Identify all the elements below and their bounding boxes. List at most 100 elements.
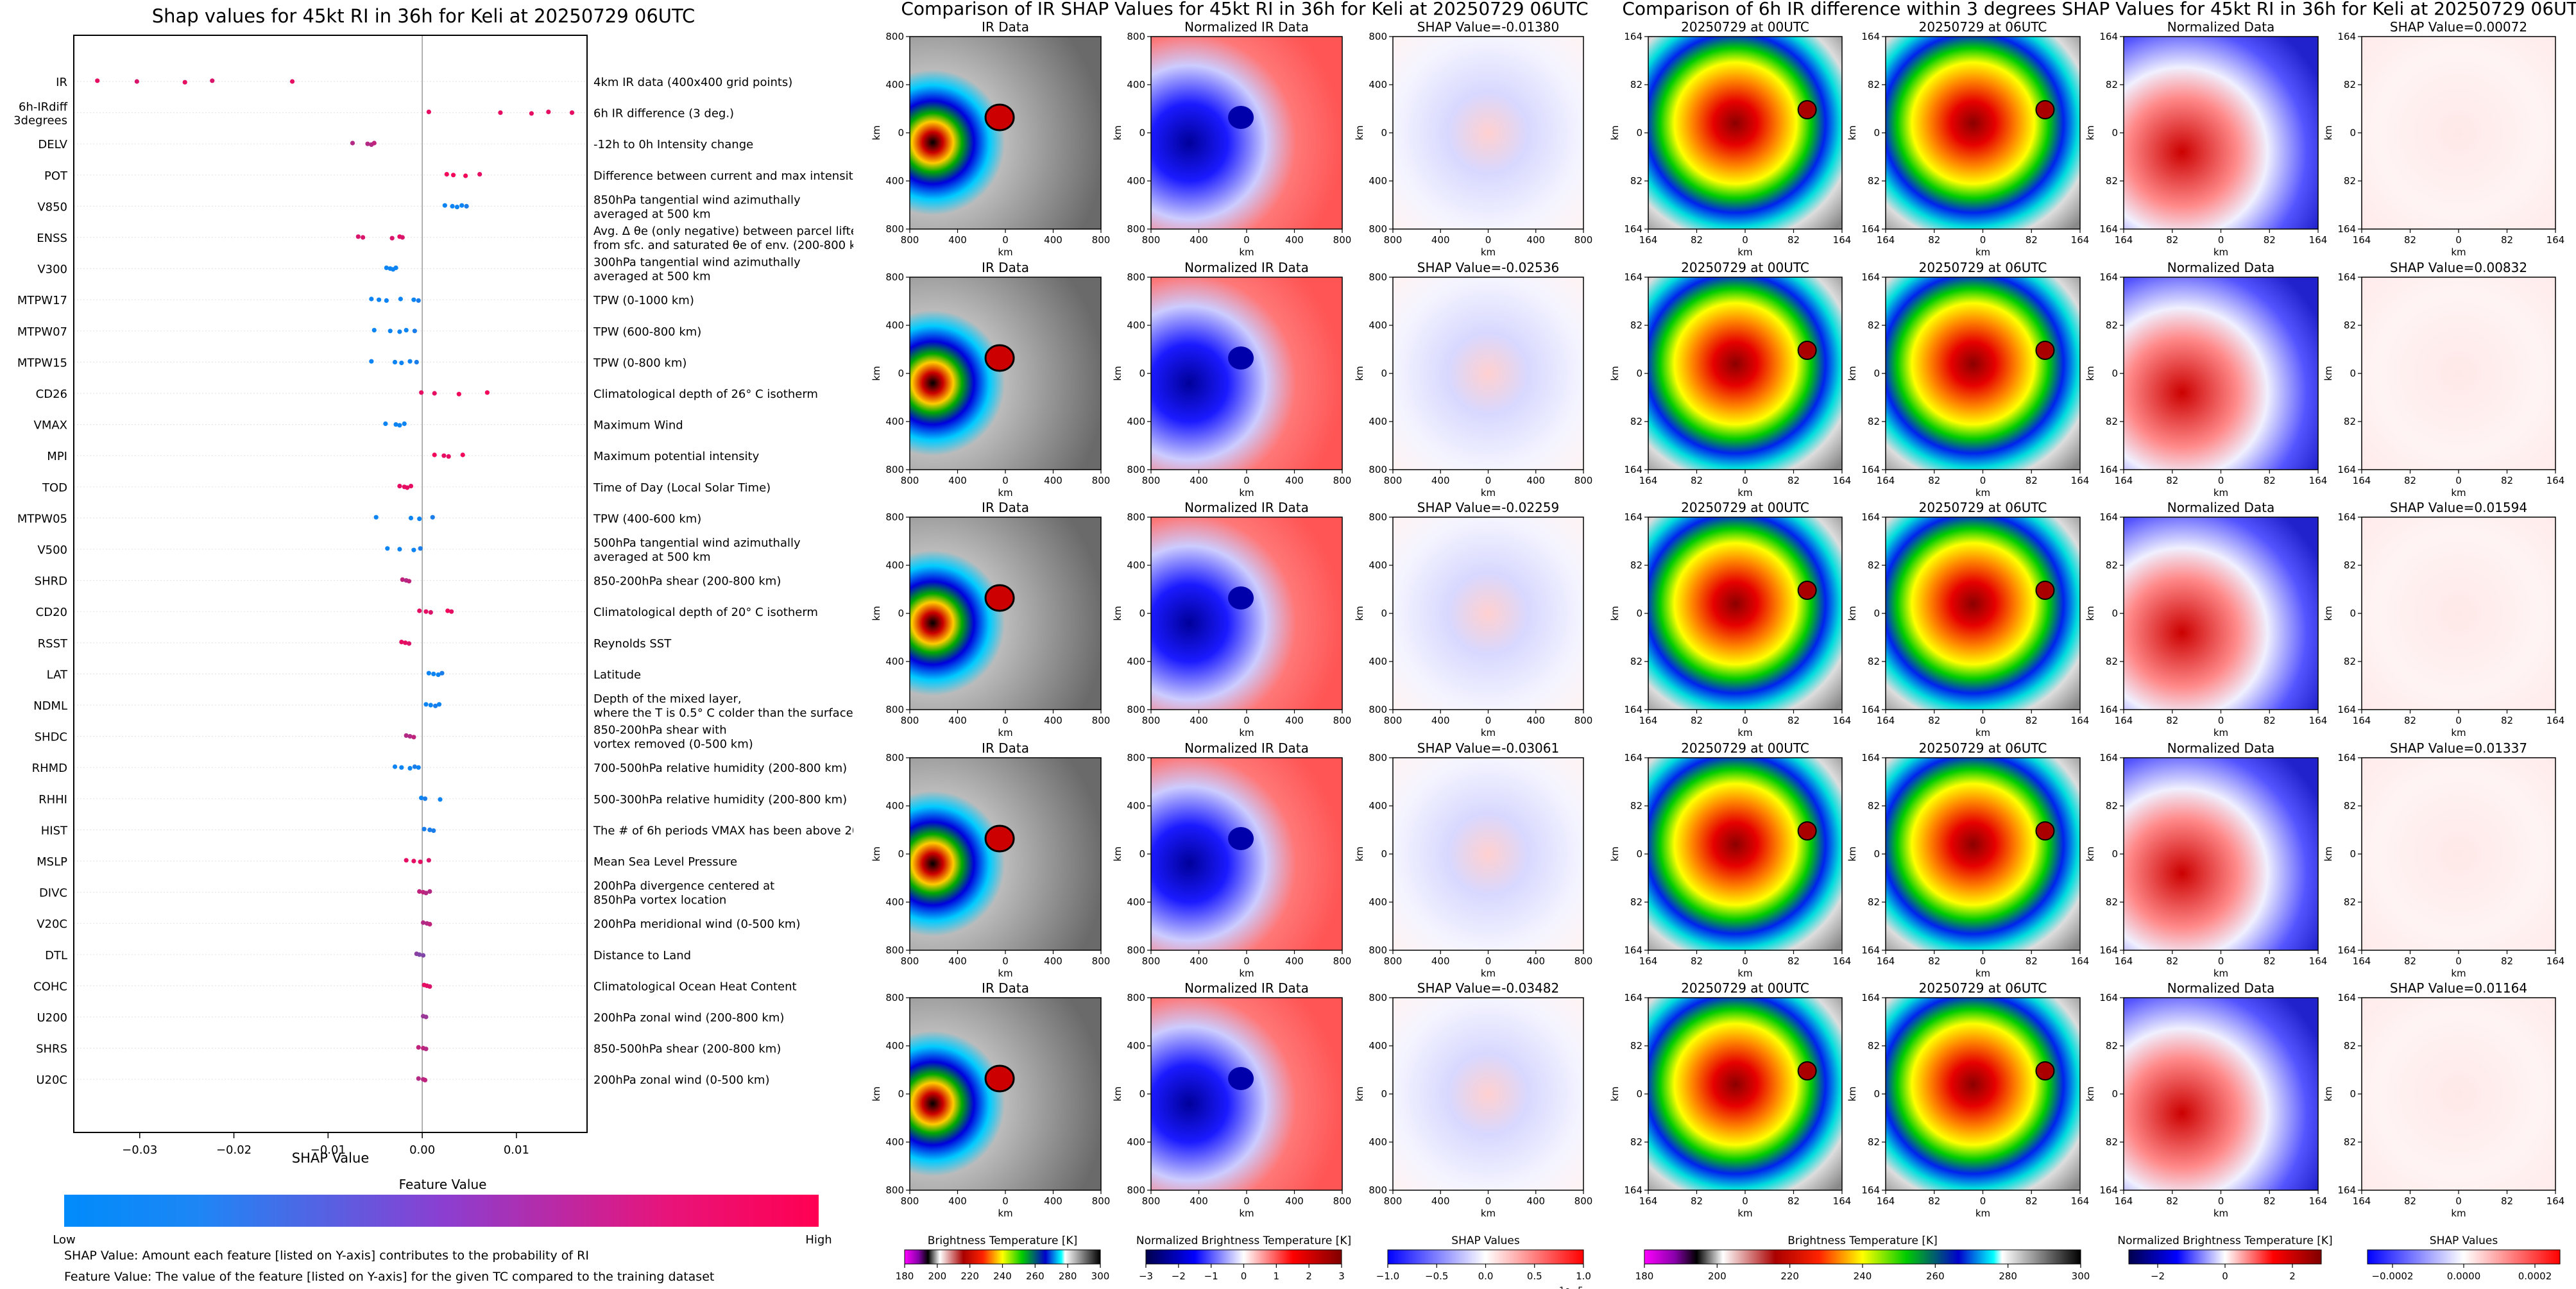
shap-point bbox=[393, 422, 398, 427]
panel-title: SHAP Value=-0.01380 bbox=[1417, 19, 1559, 35]
shap-point bbox=[384, 298, 389, 303]
shap-point bbox=[376, 297, 382, 302]
panel-y-tick-label: 400 bbox=[1127, 1136, 1145, 1148]
panel-y-tick-label: 0 bbox=[1636, 368, 1642, 379]
heatmap-panel: Normalized Data 164 82 0 82 164 km 164 82 0 82 164 k… bbox=[2085, 260, 2327, 499]
panel-y-tick-label: 0 bbox=[1139, 848, 1145, 860]
storm-core bbox=[1228, 346, 1254, 370]
panel-x-tick-label: 82 bbox=[2501, 234, 2513, 246]
heatmap-panel: IR Data 800 400 0 400 800 km 800 400 0 400 800 km bbox=[871, 500, 1110, 738]
shap-point bbox=[446, 454, 451, 459]
shap-point bbox=[404, 327, 409, 333]
panel-image bbox=[1151, 758, 1342, 950]
panel-x-tick-label: 0 bbox=[1485, 1195, 1492, 1207]
shap-point bbox=[417, 516, 422, 522]
panel-y-tick-label: 82 bbox=[1630, 559, 1642, 571]
panel-y-tick-label: 164 bbox=[1624, 271, 1642, 283]
panel-xlabel: km bbox=[1481, 1208, 1496, 1219]
panel-x-tick-label: 800 bbox=[901, 1195, 919, 1207]
feature-row: U20C 200hPa zonal wind (0-500 km) bbox=[36, 1073, 769, 1087]
heatmap-panel: 20250729 at 00UTC 164 82 0 82 164 km 164 82 0 82 16… bbox=[1609, 19, 1851, 258]
shap-point bbox=[408, 484, 414, 489]
shap-point bbox=[411, 858, 416, 864]
heatmap-panel: 20250729 at 06UTC 164 82 0 82 164 km 164 82 0 82 16… bbox=[1847, 500, 2089, 738]
shap-point bbox=[371, 141, 377, 146]
panel-y-tick-label: 0 bbox=[898, 608, 904, 619]
panel-image bbox=[1648, 37, 1842, 229]
panel-title: SHAP Value=-0.03482 bbox=[1417, 980, 1559, 996]
panel-image bbox=[1393, 37, 1583, 229]
panel-xlabel: km bbox=[1481, 727, 1496, 738]
panel-y-tick-label: 0 bbox=[2111, 848, 2118, 860]
shap-point bbox=[498, 110, 503, 115]
panel-x-tick-label: 400 bbox=[948, 475, 967, 486]
panel-x-tick-label: 800 bbox=[1142, 475, 1161, 486]
panel-x-tick-label: 82 bbox=[1691, 1195, 1703, 1207]
shap-point bbox=[406, 641, 412, 646]
feature-name: CD26 bbox=[36, 388, 67, 401]
colorbar-tick-label: 0.0002 bbox=[2518, 1270, 2552, 1282]
panel-x-tick-label: 400 bbox=[1526, 234, 1545, 246]
panel-y-tick-label: 82 bbox=[2344, 416, 2356, 427]
panel-y-tick-label: 164 bbox=[2099, 752, 2118, 764]
colorbar-tick-label: 240 bbox=[993, 1270, 1012, 1282]
panel-x-tick-label: 0 bbox=[1002, 1195, 1009, 1207]
colorbar-tick-label: 0 bbox=[1241, 1270, 1247, 1282]
panel-y-tick-label: 400 bbox=[1127, 800, 1145, 812]
panel-y-tick-label: 82 bbox=[1630, 896, 1642, 908]
storm-core bbox=[2035, 1061, 2055, 1080]
colorbar-label: Normalized Brightness Temperature [K] bbox=[1136, 1234, 1351, 1247]
panel-x-tick-label: 82 bbox=[2166, 955, 2178, 967]
panel-y-tick-label: 800 bbox=[1369, 704, 1387, 715]
panel-x-tick-label: 82 bbox=[1787, 715, 1800, 726]
shap-point bbox=[383, 421, 388, 427]
feature-row: V850 850hPa tangential wind azimuthally av… bbox=[37, 193, 801, 221]
shap-point bbox=[459, 203, 465, 208]
colorbar: Brightness Temperature [K] 180 200 220 240 26… bbox=[896, 1234, 1110, 1282]
panel-y-tick-label: 82 bbox=[2344, 79, 2356, 90]
panel-x-tick-label: 164 bbox=[1877, 1195, 1895, 1207]
panel-y-tick-label: 400 bbox=[1369, 416, 1387, 427]
panel-xlabel: km bbox=[2451, 246, 2466, 258]
feature-row: MTPW05 TPW (400-600 km) bbox=[17, 512, 701, 525]
shap-point bbox=[411, 735, 416, 740]
panel-y-tick-label: 800 bbox=[1127, 511, 1145, 523]
panel-x-tick-label: 0 bbox=[1742, 715, 1748, 726]
panel-y-tick-label: 82 bbox=[2106, 1040, 2118, 1052]
panel-x-tick-label: 0 bbox=[2455, 475, 2462, 486]
panel-x-tick-label: 164 bbox=[1639, 234, 1658, 246]
feature-row: CD26 Climatological depth of 26° C isothe… bbox=[36, 388, 818, 401]
panel-x-tick-label: 82 bbox=[2166, 475, 2178, 486]
panel-y-tick-label: 0 bbox=[2350, 1088, 2356, 1100]
panel-y-tick-label: 82 bbox=[1868, 1136, 1880, 1148]
panel-y-tick-label: 164 bbox=[2099, 944, 2118, 956]
panel-ylabel: km bbox=[1112, 846, 1123, 861]
shap-point bbox=[456, 391, 461, 397]
feature-row: MTPW07 TPW (600-800 km) bbox=[17, 325, 701, 339]
panel-x-tick-label: 400 bbox=[1526, 715, 1545, 726]
panel-y-tick-label: 0 bbox=[1139, 608, 1145, 619]
panel-y-tick-label: 0 bbox=[1139, 127, 1145, 139]
panel-y-tick-label: 400 bbox=[1369, 320, 1387, 331]
feature-row: RHHI 500-300hPa relative humidity (200-80… bbox=[38, 793, 847, 807]
shap-xlabel: SHAP Value bbox=[292, 1150, 370, 1166]
feature-row: SHRD 850-200hPa shear (200-800 km) bbox=[35, 575, 781, 588]
feature-name: LAT bbox=[47, 668, 68, 681]
colorbar-tick-label: 3 bbox=[1338, 1270, 1345, 1282]
panel-y-tick-label: 800 bbox=[1369, 992, 1387, 1003]
panel-x-tick-label: 0 bbox=[2218, 234, 2224, 246]
panel-title: IR Data bbox=[982, 980, 1029, 996]
feature-description: Depth of the mixed layer, where the T is … bbox=[593, 692, 853, 720]
shap-point bbox=[399, 361, 404, 366]
panel-y-tick-label: 400 bbox=[885, 320, 904, 331]
shap-point bbox=[436, 672, 441, 678]
panel-title: IR Data bbox=[982, 740, 1029, 756]
panel-ylabel: km bbox=[2085, 846, 2096, 861]
panel-y-tick-label: 164 bbox=[1624, 992, 1642, 1003]
panel-y-tick-label: 82 bbox=[1868, 559, 1880, 571]
panel-xlabel: km bbox=[1975, 246, 1990, 258]
panel-xlabel: km bbox=[1481, 487, 1496, 499]
panel-y-tick-label: 800 bbox=[1127, 944, 1145, 956]
panel-y-tick-label: 800 bbox=[1369, 223, 1387, 235]
colorbar-high-label: High bbox=[805, 1233, 832, 1247]
